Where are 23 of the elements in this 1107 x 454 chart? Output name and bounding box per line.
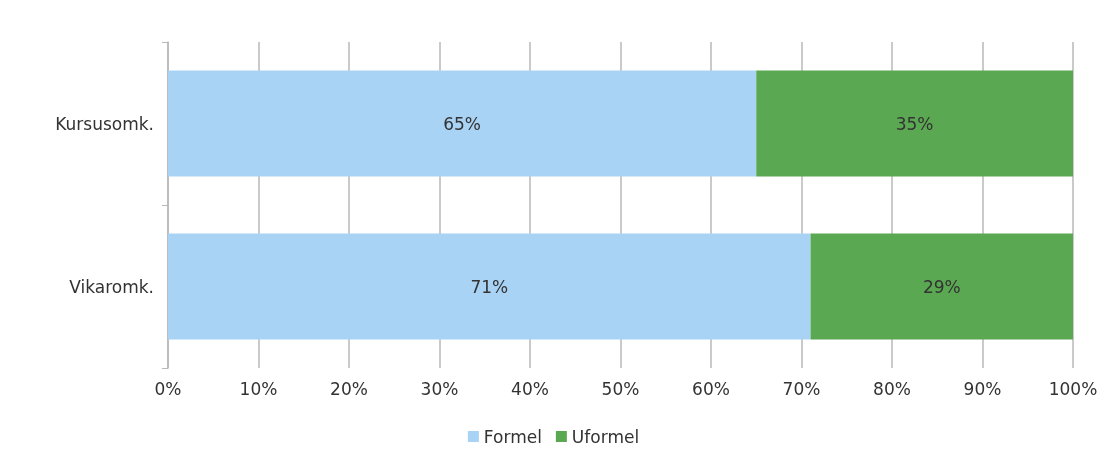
y-tick-label: Kursusomk. xyxy=(55,113,154,134)
x-tick-label: 10% xyxy=(239,378,278,399)
x-tick-label: 0% xyxy=(154,378,182,399)
bar xyxy=(168,233,811,340)
data-label: 65% xyxy=(443,113,482,134)
data-label: 71% xyxy=(470,276,509,297)
x-tick-label: 70% xyxy=(782,378,821,399)
x-tick-label: 60% xyxy=(692,378,730,399)
data-label: 35% xyxy=(895,113,934,134)
data-label: 29% xyxy=(922,276,961,297)
x-tick-label: 30% xyxy=(420,378,459,399)
x-tick-label: 80% xyxy=(873,378,911,399)
x-tick-label: 90% xyxy=(963,378,1002,399)
bar xyxy=(756,70,1073,177)
x-tick-label: 20% xyxy=(330,378,368,399)
x-tick-label: 50% xyxy=(601,378,640,399)
y-tick-label: Vikaromk. xyxy=(69,276,154,297)
legend-label: Formel xyxy=(483,426,542,447)
x-tick-label: 40% xyxy=(511,378,549,399)
bar xyxy=(168,70,757,177)
bar xyxy=(810,233,1073,340)
x-tick-label: 100% xyxy=(1048,378,1098,399)
legend-label: Uformel xyxy=(571,426,640,447)
